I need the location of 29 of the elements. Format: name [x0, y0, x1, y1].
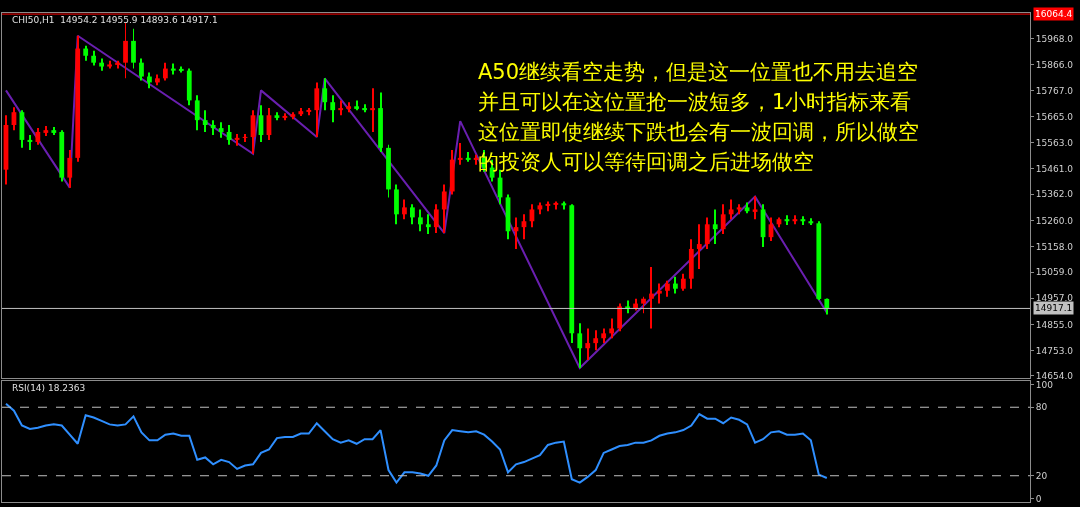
ref-line-label: 14917.1 [1035, 303, 1073, 313]
y-tick-label: 80 [1035, 402, 1048, 413]
y-tick-label: 15362.0 [1035, 189, 1074, 200]
y-tick-label: 15968.0 [1035, 33, 1074, 44]
annotation: 并且可以在这位置抢一波短多，1小时指标来看 [478, 90, 912, 114]
y-tick-label: 15260.0 [1035, 215, 1074, 226]
y-tick-label: 15059.0 [1035, 267, 1074, 278]
y-tick-label: 15461.0 [1035, 164, 1074, 175]
candlestick [370, 88, 375, 132]
y-tick-label: 15665.0 [1035, 111, 1074, 122]
annotation: 这位置即使继续下跌也会有一波回调，所以做空 [478, 120, 919, 144]
y-tick-label: 15767.0 [1035, 85, 1074, 96]
candlestick [696, 224, 702, 269]
y-tick-label: 20 [1035, 470, 1048, 481]
y-tick-label: 14855.0 [1035, 319, 1074, 330]
candlestick [457, 142, 463, 165]
y-tick-label: 0 [1035, 493, 1042, 504]
chart-title: CHI50,H1 14954.2 14955.9 14893.6 14917.1 [12, 15, 218, 25]
y-tick-label: 100 [1035, 379, 1054, 390]
y-tick-label: 15158.0 [1035, 241, 1074, 252]
line-series [4, 402, 828, 484]
ref-line-label: 16064.4 [1035, 9, 1073, 19]
y-tick-label: 14654.0 [1035, 371, 1074, 382]
y-tick-label: 15866.0 [1035, 60, 1074, 71]
y-tick-label: 14753.0 [1035, 345, 1074, 356]
annotation: A50继续看空走势，但是这一位置也不用去追空 [478, 60, 919, 84]
chart-title: RSI(14) 18.2363 [12, 383, 86, 393]
y-tick-label: 15563.0 [1035, 137, 1074, 148]
y-tick-label: 14957.0 [1035, 293, 1074, 304]
